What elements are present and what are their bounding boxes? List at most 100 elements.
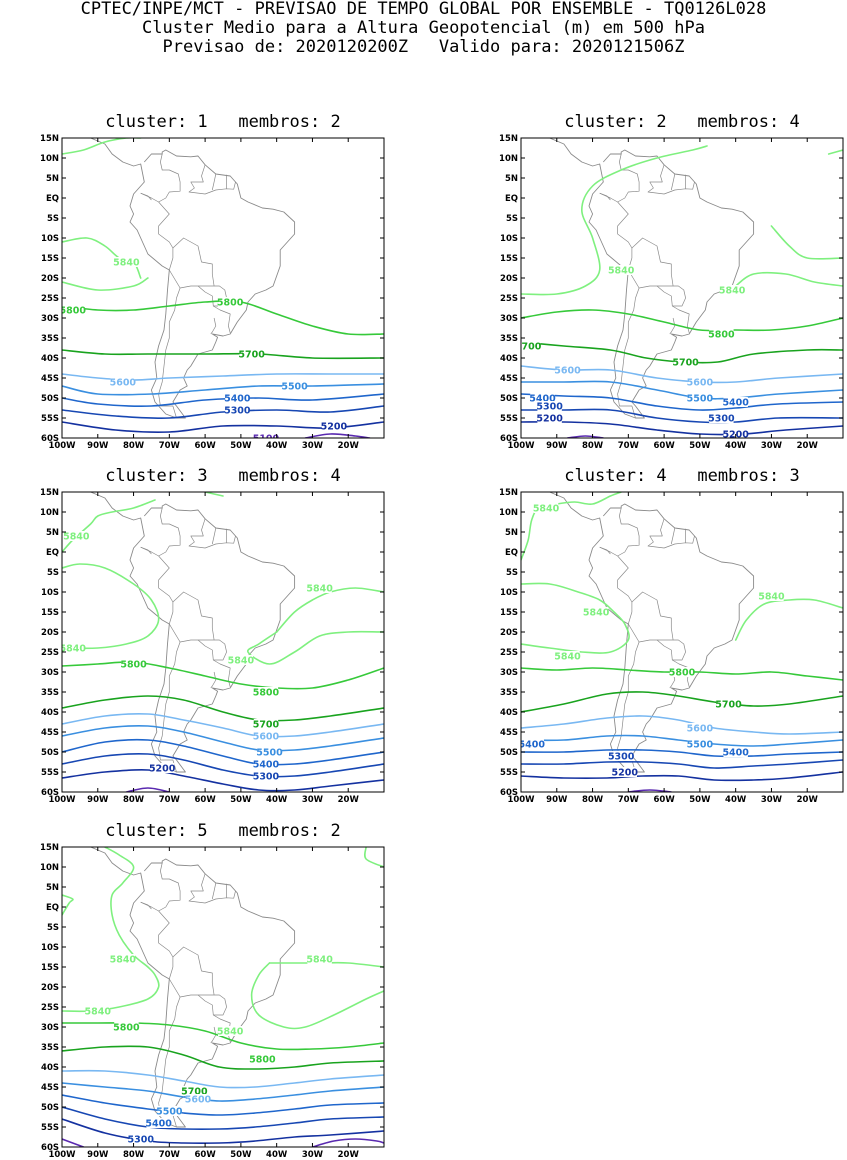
contour-label-bg: [687, 377, 713, 387]
lat-label: 20S: [41, 628, 59, 638]
contour-label: 5400: [224, 394, 251, 405]
country-border: [158, 153, 181, 203]
contour-label-bg: [673, 357, 698, 367]
lat-label: 10S: [500, 588, 518, 598]
lat-label: 10N: [40, 508, 59, 518]
contour-label: 5300: [608, 752, 635, 763]
lon-label: 30W: [761, 441, 783, 451]
coastline: [90, 492, 296, 773]
coastline: [549, 138, 755, 419]
lon-label: 90W: [87, 441, 109, 451]
lat-label: 50S: [41, 394, 59, 404]
lon-label: 80W: [582, 441, 604, 451]
contour-line: [275, 587, 384, 633]
contour-label-bg: [608, 265, 634, 275]
contour-label-bg: [555, 651, 580, 661]
lon-label: 60W: [195, 1150, 217, 1160]
country-border: [168, 237, 215, 289]
lat-label: 15N: [40, 488, 59, 498]
contour-line: [62, 563, 160, 650]
contour-label: 5800: [669, 668, 696, 679]
lon-label: 20W: [338, 1150, 360, 1160]
contour-label-bg: [723, 747, 748, 757]
country-border: [168, 946, 215, 998]
country-border: [656, 639, 686, 661]
lon-label: 70W: [159, 441, 181, 451]
contour-label-bg: [321, 421, 347, 431]
coastline: [573, 492, 575, 493]
contour-line: [521, 748, 843, 758]
lon-label: 20W: [797, 441, 819, 451]
figure-title-line-2: Cluster Medio para a Altura Geopotencial…: [142, 18, 705, 38]
lat-label: 25S: [41, 1003, 59, 1013]
lat-label: 25S: [41, 294, 59, 304]
country-border: [158, 641, 181, 773]
lon-label: 80W: [582, 795, 604, 805]
contour-label: 5700: [253, 720, 280, 731]
contour-label: 5800: [708, 330, 735, 341]
contour-label-bg: [225, 393, 250, 403]
contour-line: [62, 1045, 384, 1070]
lat-label: 35S: [41, 688, 59, 698]
contour-line: [62, 752, 384, 778]
contour-label: 5500: [687, 740, 714, 751]
country-border: [210, 317, 217, 335]
country-border: [211, 882, 217, 900]
lon-label: 100W: [48, 441, 76, 451]
contour-label-bg: [239, 349, 264, 359]
lat-label: 15N: [40, 134, 59, 144]
contour-label: 5840: [306, 584, 333, 595]
lon-label: 40W: [266, 441, 288, 451]
lon-label: 90W: [87, 795, 109, 805]
lat-label: 30S: [41, 314, 59, 324]
contour-line: [521, 759, 843, 769]
contour-label: 5700: [672, 358, 699, 369]
contour-label: 5600: [110, 378, 137, 389]
coastline: [114, 138, 116, 139]
lon-label: 60W: [654, 441, 676, 451]
contour-line: [62, 1069, 384, 1089]
contour-line: [62, 1094, 384, 1116]
contour-label-bg: [149, 763, 175, 773]
contour-label: 5500: [256, 748, 283, 759]
lat-label: 60S: [500, 788, 518, 798]
lat-label: 60S: [41, 1143, 59, 1153]
contour-line: [304, 433, 371, 438]
country-border: [627, 237, 674, 289]
lat-label: 15S: [500, 608, 518, 618]
lat-label: 20S: [500, 274, 518, 284]
country-border: [670, 173, 676, 191]
lon-label: 50W: [689, 441, 711, 451]
contour-line: [62, 894, 74, 916]
lat-label: 10N: [40, 863, 59, 873]
lat-label: 30S: [41, 1023, 59, 1033]
contour-label: 5400: [145, 1119, 172, 1130]
lat-label: 60S: [500, 434, 518, 444]
contour-line: [62, 138, 142, 155]
contour-line: [62, 661, 384, 690]
contour-line: [62, 1082, 384, 1102]
contour-label: 5840: [60, 644, 87, 655]
lat-label: 10N: [499, 154, 518, 164]
contour-line: [521, 408, 843, 424]
coastline: [549, 492, 755, 773]
lon-label: 90W: [546, 795, 568, 805]
contour-label-bg: [182, 1086, 207, 1096]
contour-label-bg: [530, 393, 555, 403]
contour-line: [521, 145, 708, 296]
coastline: [90, 847, 296, 1128]
lat-label: 50S: [41, 748, 59, 758]
contour-label-bg: [687, 393, 713, 403]
lat-label: 50S: [500, 748, 518, 758]
contour-label: 5400: [722, 748, 749, 759]
contour-label: 5100: [253, 434, 280, 445]
contour-label: 5840: [228, 656, 255, 667]
contour-label: 5600: [185, 1095, 212, 1106]
country-border: [599, 192, 611, 201]
country-border: [670, 527, 676, 545]
lat-label: 10S: [41, 588, 59, 598]
lat-label: EQ: [46, 903, 59, 913]
lon-label: 90W: [87, 1150, 109, 1160]
country-border: [168, 591, 215, 643]
